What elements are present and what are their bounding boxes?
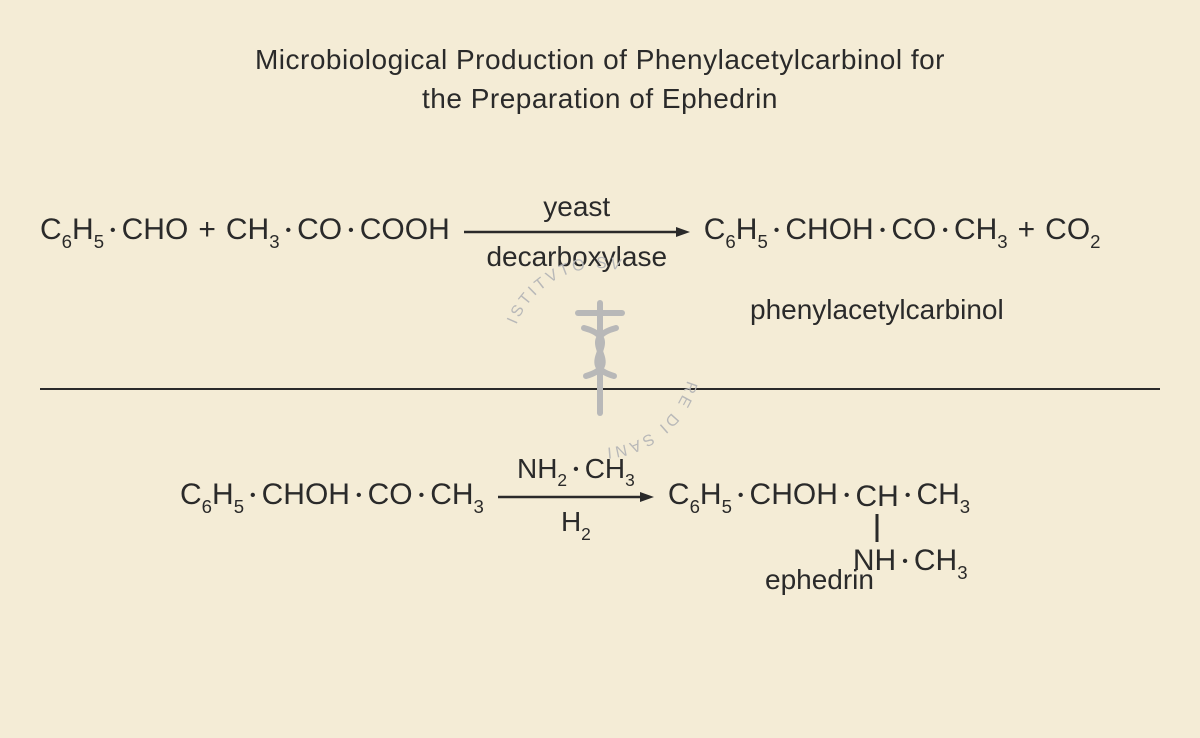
reaction-2-arrow: NH2•CH3 H2	[496, 450, 656, 545]
reaction-2-branch-substituent: NH•CH3	[853, 544, 968, 582]
reaction-1-products: C6H5•CHOH•CO•CH3+CO2	[704, 213, 1101, 251]
arrow-icon	[462, 226, 692, 238]
reaction-1-condition-top: yeast	[543, 190, 610, 224]
reaction-2-branch-carbon: CH	[855, 480, 898, 513]
reaction-1-arrow: yeast decarboxylase	[462, 188, 692, 275]
reaction-2-products-pre: C6H5•CHOH•	[668, 478, 856, 516]
title-line-2: the Preparation of Ephedrin	[40, 79, 1160, 118]
title-line-1: Microbiological Production of Phenylacet…	[40, 40, 1160, 79]
reaction-2-product-label: ephedrin	[40, 564, 1160, 596]
reaction-1-condition-bottom: decarboxylase	[486, 240, 667, 274]
watermark-seal: ISTITVTO SVRE DI SANI	[490, 248, 710, 468]
arrow-icon	[496, 491, 656, 503]
reaction-2-condition-top: NH2•CH3	[517, 452, 635, 489]
bond-line-icon	[876, 514, 879, 542]
diagram-title: Microbiological Production of Phenylacet…	[40, 40, 1160, 118]
reaction-2-condition-bottom: H2	[561, 505, 591, 542]
reaction-1-reactants: C6H5•CHO+CH3•CO•COOH	[40, 213, 450, 251]
reaction-2-products-post: •CH3	[899, 478, 970, 516]
reaction-2-reactants: C6H5•CHOH•CO•CH3	[180, 478, 484, 516]
reaction-2: C6H5•CHOH•CO•CH3 NH2•CH3 H2 C6H5•CHOH• C…	[180, 450, 1160, 545]
reaction-2-branch: CH NH•CH3	[855, 480, 898, 514]
divider-line	[40, 388, 1160, 390]
reaction-1: C6H5•CHO+CH3•CO•COOH yeast decarboxylase…	[40, 188, 1160, 275]
reaction-1-product-label: phenylacetylcarbinol	[40, 294, 1160, 326]
